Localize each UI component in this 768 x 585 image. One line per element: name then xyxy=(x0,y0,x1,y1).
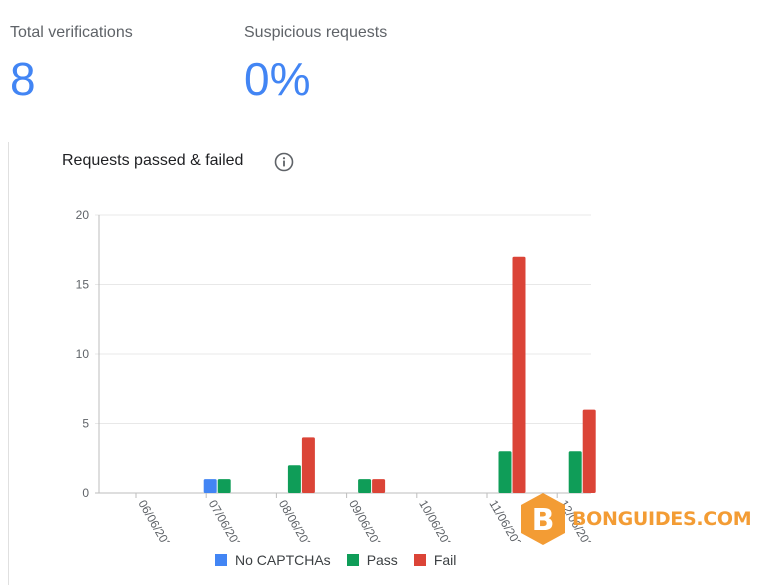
chart-title: Requests passed & failed xyxy=(62,152,244,169)
watermark-logo-letter: B xyxy=(532,503,555,538)
info-icon[interactable] xyxy=(274,152,294,172)
total-verifications-stat: Total verifications 8 xyxy=(10,24,133,102)
bar-pass[interactable] xyxy=(287,465,301,493)
legend-item-fail[interactable]: Fail xyxy=(413,552,457,568)
bar-pass[interactable] xyxy=(568,451,582,493)
x-tick-label: 09/06/2022 xyxy=(346,498,388,543)
x-tick-label: 10/06/2022 xyxy=(416,498,458,543)
x-tick-label: 07/06/2022 xyxy=(206,498,248,543)
suspicious-requests-stat: Suspicious requests 0% xyxy=(244,24,387,102)
legend-swatch xyxy=(215,554,227,566)
bar-pass[interactable] xyxy=(498,451,512,493)
bar-no-captchas[interactable] xyxy=(203,479,217,493)
bar-pass[interactable] xyxy=(358,479,372,493)
chart-legend: No CAPTCHAs Pass Fail xyxy=(215,552,472,568)
bar-fail[interactable] xyxy=(372,479,386,493)
legend-swatch xyxy=(413,554,426,566)
total-verifications-label: Total verifications xyxy=(10,24,133,41)
y-tick-label: 20 xyxy=(76,208,90,222)
bar-fail[interactable] xyxy=(301,437,315,493)
watermark-text: BONGUIDES.COM xyxy=(572,508,752,530)
x-tick-label: 06/06/2022 xyxy=(135,498,177,543)
legend-label: Pass xyxy=(366,552,398,568)
legend-item-pass[interactable]: Pass xyxy=(346,552,398,568)
y-tick-label: 10 xyxy=(76,347,90,361)
y-tick-label: 15 xyxy=(76,278,90,292)
bar-fail[interactable] xyxy=(582,409,596,493)
legend-label: Fail xyxy=(433,552,457,568)
legend-swatch xyxy=(346,554,359,566)
legend-label: No CAPTCHAs xyxy=(235,552,331,568)
bar-fail[interactable] xyxy=(512,256,526,493)
requests-bar-chart: 0 5 10 15 20 06/06/2022 07/06/2022 08/06/2022 09… xyxy=(76,208,599,543)
x-tick-label: 08/06/2022 xyxy=(276,498,318,543)
suspicious-requests-label: Suspicious requests xyxy=(244,24,388,41)
requests-chart-card: Requests passed & failed 0 5 10 15 20 06/06/2… xyxy=(8,142,768,585)
watermark: B BONGUIDES.COM xyxy=(518,491,752,547)
y-tick-label: 5 xyxy=(82,417,89,431)
bar-pass[interactable] xyxy=(217,479,231,493)
legend-item-no-captchas[interactable]: No CAPTCHAs xyxy=(215,552,331,568)
y-tick-label: 0 xyxy=(82,486,89,500)
total-verifications-value: 8 xyxy=(10,53,36,105)
watermark-logo: B xyxy=(521,493,565,545)
suspicious-requests-value: 0% xyxy=(244,53,311,105)
